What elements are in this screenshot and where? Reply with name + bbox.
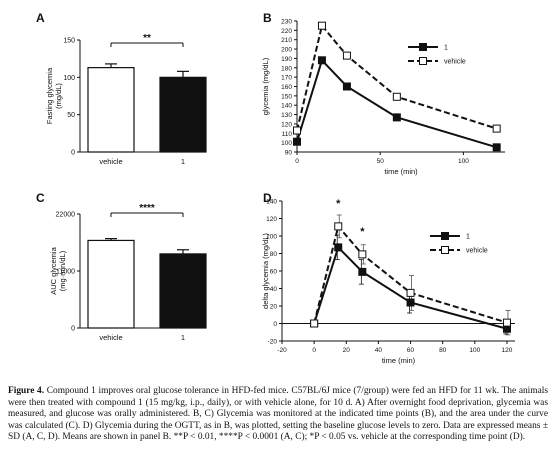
annotation-D-0: * xyxy=(336,198,341,210)
x-tick-label-D-2: 20 xyxy=(343,347,351,354)
panel-label-C: C xyxy=(36,191,45,205)
series-line-B-0 xyxy=(296,58,497,149)
data-point-B-1-2 xyxy=(342,51,351,60)
panel-label-D: D xyxy=(263,191,272,205)
y-tick-label-D-7: 120 xyxy=(266,216,277,223)
data-point-D-0-3 xyxy=(406,298,415,307)
data-point-B-0-3 xyxy=(392,113,401,122)
data-point-B-1-0 xyxy=(293,126,301,135)
caption-label: Figure 4. xyxy=(8,386,45,397)
y-tick-label-D-5: 80 xyxy=(270,251,278,258)
legend-marker-B-0 xyxy=(419,43,427,51)
data-point-D-1-2 xyxy=(358,250,367,259)
data-point-D-1-4 xyxy=(502,318,511,327)
y-tick-label-D-3: 40 xyxy=(270,286,278,293)
panel-label-B: B xyxy=(263,11,272,25)
y-tick-label-A-3: 150 xyxy=(63,38,75,45)
y-tick-label-B-13: 220 xyxy=(281,28,292,35)
y-axis-label-C-1: (mg·min/dL) xyxy=(58,250,67,291)
y-tick-label-B-5: 140 xyxy=(281,103,292,110)
y-tick-label-C-0: 0 xyxy=(71,326,75,333)
x-tick-label-B-1: 50 xyxy=(377,158,385,165)
y-tick-label-B-12: 210 xyxy=(281,37,292,44)
data-point-D-1-3 xyxy=(406,288,415,297)
y-tick-label-C-2: 22000 xyxy=(56,212,76,219)
y-tick-label-B-0: 90 xyxy=(285,150,293,157)
legend-marker-D-0 xyxy=(441,232,449,240)
data-point-D-0-2 xyxy=(358,267,367,276)
bar-C-1 xyxy=(159,253,207,329)
figure-caption: Figure 4. Compound 1 improves oral gluco… xyxy=(8,386,548,443)
y-tick-label-B-6: 150 xyxy=(281,93,292,100)
y-axis-label-B: glycemia (mg/dL) xyxy=(261,57,270,115)
legend-label-B-0: 1 xyxy=(444,45,448,52)
bar-A-1 xyxy=(159,76,207,153)
x-tick-label-D-6: 100 xyxy=(469,347,480,354)
bar-C-0 xyxy=(87,239,135,329)
data-point-B-0-2 xyxy=(342,82,351,91)
data-point-D-1-1 xyxy=(334,222,343,231)
y-tick-label-B-14: 230 xyxy=(281,19,292,26)
y-tick-label-D-0: -20 xyxy=(268,339,278,346)
legend-label-D-1: vehicle xyxy=(466,248,488,255)
x-tick-label-A-0: vehicle xyxy=(99,157,122,166)
bar-A-0 xyxy=(87,67,135,153)
y-tick-label-B-10: 190 xyxy=(281,56,292,63)
data-point-B-1-1 xyxy=(317,21,326,30)
series-line-D-1 xyxy=(313,224,508,324)
legend-marker-B-1 xyxy=(419,57,427,65)
data-point-D-0-1 xyxy=(334,243,343,252)
data-point-B-0-4 xyxy=(492,143,501,152)
x-tick-label-B-2: 100 xyxy=(458,158,469,165)
x-tick-label-D-4: 60 xyxy=(407,347,415,354)
y-tick-label-D-6: 100 xyxy=(266,234,277,241)
y-tick-label-B-2: 110 xyxy=(282,131,293,138)
y-tick-label-A-0: 0 xyxy=(71,150,75,157)
y-tick-label-B-9: 180 xyxy=(281,65,292,72)
y-tick-label-A-2: 100 xyxy=(63,75,75,82)
significance-label-C: **** xyxy=(139,203,155,214)
y-tick-label-B-11: 200 xyxy=(281,47,292,54)
x-tick-label-D-3: 40 xyxy=(375,347,383,354)
x-tick-label-A-1: 1 xyxy=(181,157,185,166)
x-tick-label-D-0: -20 xyxy=(277,347,287,354)
x-axis-label-D: time (min) xyxy=(382,356,416,365)
data-point-B-1-3 xyxy=(392,92,401,101)
panel-label-A: A xyxy=(36,11,45,25)
annotation-D-1: * xyxy=(360,226,365,238)
legend-label-D-0: 1 xyxy=(466,234,470,241)
y-tick-label-D-4: 60 xyxy=(270,269,278,276)
x-tick-label-B-0: 0 xyxy=(295,158,299,165)
y-tick-label-B-3: 120 xyxy=(281,121,292,128)
y-axis-label-A-1: (mg/dL) xyxy=(54,83,63,109)
y-axis-label-D: delta glycemia (mg/dL) xyxy=(261,233,270,309)
x-axis-label-B: time (min) xyxy=(384,167,418,176)
y-tick-label-D-2: 20 xyxy=(270,304,278,311)
y-tick-label-B-1: 100 xyxy=(281,140,292,147)
y-tick-label-B-4: 130 xyxy=(281,112,292,119)
y-tick-label-D-8: 140 xyxy=(266,199,277,206)
y-tick-label-A-1: 50 xyxy=(67,112,75,119)
x-tick-label-D-5: 80 xyxy=(439,347,447,354)
y-tick-label-B-8: 170 xyxy=(281,75,292,82)
data-point-B-1-4 xyxy=(492,124,501,133)
significance-label-A: ** xyxy=(143,33,151,44)
y-axis-label-A-0: Fasting glycemia xyxy=(45,67,54,124)
y-axis-label-C-0: AUC glycemia xyxy=(49,246,58,294)
x-tick-label-C-1: 1 xyxy=(181,333,185,342)
legend-label-B-1: vehicle xyxy=(444,59,466,66)
data-point-B-0-1 xyxy=(317,56,326,65)
series-line-D-0 xyxy=(313,245,508,330)
x-tick-label-D-7: 120 xyxy=(502,347,513,354)
y-tick-label-D-1: 0 xyxy=(273,321,277,328)
x-tick-label-C-0: vehicle xyxy=(99,333,122,342)
x-tick-label-D-1: 0 xyxy=(312,347,316,354)
data-point-B-0-0 xyxy=(293,137,301,146)
legend-marker-D-1 xyxy=(441,246,449,254)
data-point-D-1-0 xyxy=(310,319,319,328)
y-tick-label-B-7: 160 xyxy=(281,84,292,91)
y-tick-label-C-1: 11000 xyxy=(56,269,75,276)
caption-text: Compound 1 improves oral glucose toleran… xyxy=(8,386,548,443)
